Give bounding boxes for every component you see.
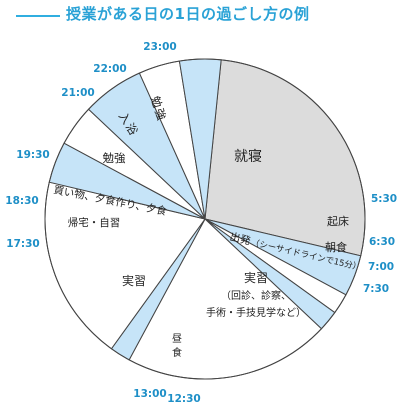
- label-study-late-1: 勉: [148, 94, 165, 110]
- page-title: 授業がある日の1日の過ごし方の例: [66, 5, 310, 23]
- label-lunch-1: 昼: [172, 333, 182, 345]
- label-practice-pm: 実習: [122, 273, 146, 288]
- label-study-pm: 勉強: [103, 151, 126, 165]
- label-practice-am-note2: 手術・手技見学など）: [206, 306, 306, 319]
- label-breakfast: 朝食: [325, 240, 347, 254]
- tick-0730: 7:30: [363, 283, 389, 295]
- label-home: 帰宅・自習: [68, 216, 121, 229]
- title-row: 授業がある日の1日の過ごし方の例: [0, 0, 410, 30]
- label-depart: 出発: [228, 230, 252, 248]
- pie-slices: [44, 58, 366, 380]
- label-sleep: 就寝: [234, 148, 262, 165]
- tick-1300: 13:00: [133, 388, 166, 400]
- tick-0530: 5:30: [371, 193, 397, 205]
- tick-1930: 19:30: [16, 149, 49, 161]
- label-lunch-2: 食: [172, 346, 182, 359]
- tick-2300: 23:00: [143, 41, 176, 53]
- title-rule: [16, 15, 60, 17]
- tick-1230: 12:30: [167, 393, 200, 405]
- tick-0700: 7:00: [368, 261, 394, 273]
- tick-1830: 18:30: [5, 195, 38, 207]
- label-practice-am: 実習: [244, 270, 268, 285]
- pie-outline: [44, 58, 366, 380]
- tick-2100: 21:00: [61, 87, 94, 99]
- tick-1730: 17:30: [6, 238, 39, 250]
- label-wake: 起床: [327, 214, 349, 228]
- label-practice-am-note1: （回診、診察、: [221, 289, 291, 302]
- label-study-late-group: 勉 強: [148, 94, 169, 122]
- label-study-late-2: 強: [152, 107, 169, 123]
- tick-0630: 6:30: [369, 236, 395, 248]
- tick-2200: 22:00: [93, 63, 126, 75]
